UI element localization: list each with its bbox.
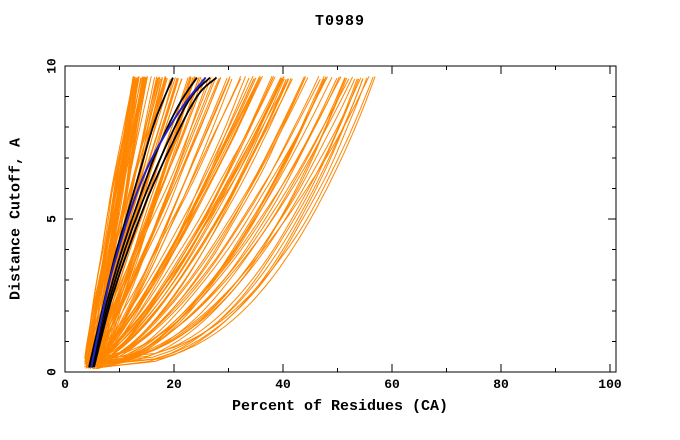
ensemble-curve	[88, 78, 139, 369]
ensemble-curve	[88, 75, 320, 364]
ensemble-curve	[100, 78, 290, 362]
ensemble-curve	[93, 76, 307, 367]
ensemble-curve	[91, 77, 274, 364]
ensemble-curve	[100, 76, 246, 360]
ensemble-curve	[94, 78, 283, 365]
ensemble-curve	[92, 76, 134, 360]
ensemble-curve	[91, 77, 282, 367]
ensemble-curve	[89, 75, 261, 365]
ensemble-curve	[95, 78, 364, 369]
ensemble-curve	[90, 77, 348, 367]
ensemble-curve	[100, 77, 292, 362]
ensemble-curve	[87, 77, 309, 369]
x-axis-label: Percent of Residues (CA)	[231, 398, 449, 415]
cluster-curve	[93, 76, 218, 368]
cluster-curve	[91, 76, 211, 368]
cluster-curve	[89, 77, 198, 368]
ensemble-curve	[94, 77, 338, 359]
axis-frame	[64, 65, 617, 373]
ensemble-curve	[97, 76, 327, 368]
ensemble-curve	[87, 76, 374, 361]
ensemble-curve	[85, 77, 145, 365]
x-tick-label: 80	[493, 377, 509, 392]
ensemble-curve	[99, 77, 228, 364]
ensemble-curve	[95, 78, 325, 370]
ensemble-curves	[84, 75, 376, 370]
ensemble-curve	[100, 76, 231, 364]
ensemble-curve	[90, 78, 199, 369]
y-tick-label: 5	[44, 215, 59, 223]
cluster-curves	[88, 76, 218, 368]
ensemble-curve	[96, 78, 364, 364]
ensemble-curve	[101, 77, 163, 368]
ensemble-curve	[100, 77, 346, 360]
ensemble-curve	[92, 78, 215, 366]
x-tick-label: 100	[598, 377, 622, 392]
x-tick-label: 0	[61, 377, 69, 392]
ensemble-curve	[97, 77, 306, 360]
y-tick-label: 0	[44, 368, 59, 376]
y-tick-label: 10	[44, 58, 59, 74]
ensemble-curve	[87, 76, 276, 366]
ensemble-curve	[93, 76, 376, 366]
ensemble-curve	[94, 78, 284, 367]
x-tick-label: 20	[166, 377, 182, 392]
highlight-curve	[90, 76, 207, 368]
ensemble-curve	[88, 78, 261, 360]
ensemble-curve	[87, 76, 212, 366]
ensemble-curve	[94, 78, 321, 363]
ensemble-curve	[84, 78, 287, 368]
ensemble-curve	[87, 76, 305, 366]
x-tick-label: 40	[275, 377, 291, 392]
ensemble-curve	[99, 76, 196, 369]
ensemble-curve	[95, 78, 230, 365]
ensemble-curve	[86, 78, 358, 364]
chart-title: T0989	[314, 13, 365, 30]
x-tick-label: 60	[384, 377, 400, 392]
ensemble-curve	[86, 76, 340, 366]
